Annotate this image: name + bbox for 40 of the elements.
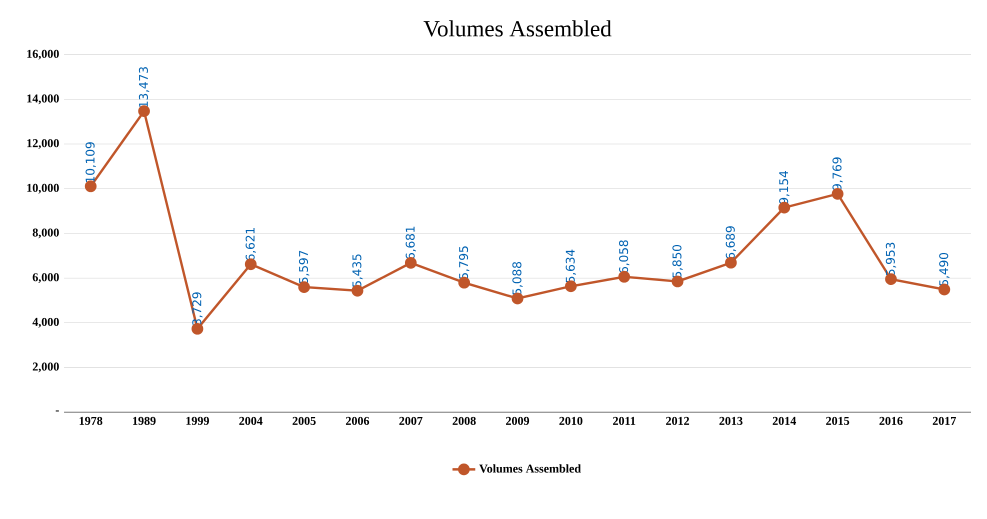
x-tick-label: 1989 [133,416,156,426]
data-label: 9,769 [832,158,843,190]
data-label: 5,953 [886,242,896,276]
y-tick-label: - [56,410,59,412]
x-tick-label: 2008 [452,416,476,426]
x-tick-label: 2004 [239,416,263,426]
x-tick-label: 2009 [506,416,530,426]
y-tick-label: 8,000 [32,228,59,238]
y-tick-label: 16,000 [27,50,59,60]
data-label: 3,729 [192,292,203,326]
x-tick-label: 2016 [879,416,903,426]
y-tick-label: 12,000 [27,139,59,150]
y-tick-label: 4,000 [32,318,59,328]
x-tick-label: 2015 [826,416,850,426]
y-tick-label: 6,000 [32,273,59,284]
data-label: 5,490 [939,253,950,286]
x-tick-label: 2007 [399,416,423,426]
data-label: 5,435 [352,254,363,287]
data-label: 5,597 [298,250,310,284]
x-tick-label: 2014 [772,416,796,426]
y-tick-label: 2,000 [32,362,59,372]
x-tick-label: 1978 [80,416,102,426]
data-label: 10,109 [86,142,96,182]
x-tick-label: 2010 [559,416,582,426]
legend-label: Volumes Assembled [479,464,581,473]
x-tick-label: 2011 [613,416,636,426]
x-tick-label: 2005 [292,416,316,426]
chart-title: Volumes Assembled [424,20,612,37]
data-label: 5,850 [672,245,683,278]
x-tick-label: 1999 [186,416,209,425]
data-label: 5,795 [459,246,470,279]
data-label: 5,634 [566,250,576,282]
y-tick-label: 10,000 [27,184,59,194]
data-label: 5,088 [512,262,523,295]
data-label: 13,473 [138,67,150,107]
y-tick-label: 14,000 [27,94,59,104]
x-tick-label: 2013 [719,416,742,426]
x-tick-label: 2006 [346,416,370,426]
x-tick-label: 2012 [666,416,690,426]
x-tick-label: 2017 [932,416,956,426]
